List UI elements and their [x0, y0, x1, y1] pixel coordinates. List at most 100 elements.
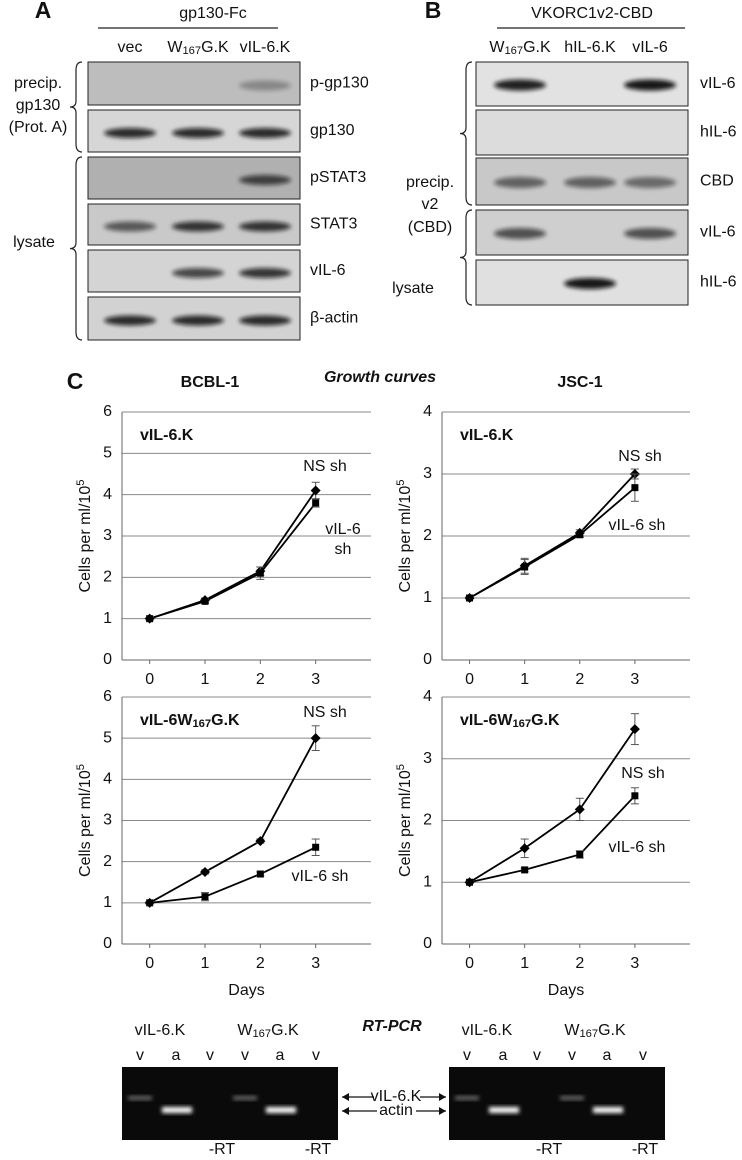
- y-tick-label: 2: [103, 853, 112, 870]
- point: [146, 615, 154, 623]
- point: [521, 563, 529, 571]
- column-title: BCBL-1: [181, 374, 240, 391]
- blot-band: [239, 175, 291, 185]
- gel-group-label: vIL-6.K: [462, 1022, 513, 1039]
- blot-band: [172, 315, 224, 326]
- gel-lane-label: v: [533, 1047, 541, 1064]
- rtpcr-title: RT-PCR: [362, 1018, 422, 1035]
- y-tick-label: 2: [103, 569, 112, 586]
- x-tick-label: 2: [256, 671, 265, 688]
- blot-label: p-gp130: [310, 75, 369, 92]
- point: [574, 804, 585, 815]
- lane-label-part: W: [489, 39, 505, 56]
- brace: [459, 61, 473, 206]
- series-line: [149, 737, 317, 904]
- series-label: NS sh: [618, 448, 662, 465]
- lane-label-part: G.K: [201, 39, 229, 56]
- point: [310, 485, 321, 496]
- y-tick-label: 2: [423, 527, 432, 544]
- lane-label-sub: 167: [504, 45, 523, 57]
- point: [521, 866, 529, 874]
- lane-label-part: G.K: [523, 39, 551, 56]
- y-tick-label: 4: [423, 688, 432, 705]
- y-axis-label-sup: 5: [75, 764, 87, 770]
- band-label: actin: [379, 1102, 413, 1119]
- series-label: NS sh: [303, 458, 347, 475]
- brace: [69, 61, 83, 153]
- point: [146, 899, 154, 907]
- blot-label: hIL-6: [700, 274, 737, 291]
- x-tick-label: 1: [520, 671, 529, 688]
- series-label: sh: [335, 541, 352, 558]
- y-axis-label: Cells per ml/105: [395, 764, 414, 877]
- column-title: JSC-1: [557, 374, 602, 391]
- gel-group-label-sub: 167: [252, 1028, 271, 1040]
- group-side-label: lysate: [392, 280, 434, 297]
- blot-band: [104, 221, 156, 232]
- blot-band: [239, 128, 291, 138]
- blot-band: [624, 177, 676, 188]
- group-side-label: (Prot. A): [9, 119, 68, 136]
- gel-band: [593, 1107, 623, 1113]
- point: [201, 893, 209, 901]
- point: [312, 843, 320, 851]
- blot-label: gp130: [310, 122, 355, 139]
- chart-label: vIL-6.K: [460, 427, 514, 444]
- point: [466, 878, 474, 886]
- blot-label: pSTAT3: [310, 169, 366, 186]
- blot-label: vIL-6: [700, 224, 736, 241]
- gel-lane-label: v: [639, 1047, 647, 1064]
- point: [631, 792, 639, 800]
- x-tick-label: 0: [145, 671, 154, 688]
- gel-lane-label: a: [499, 1047, 508, 1064]
- lane-label: hIL-6.K: [564, 39, 616, 56]
- series-label: NS sh: [621, 765, 665, 782]
- blot-band: [494, 228, 546, 239]
- panel-letter: B: [425, 0, 442, 23]
- chart-label-part: G.K: [531, 712, 560, 729]
- gel-lane-label: a: [172, 1047, 181, 1064]
- y-tick-label: 4: [103, 771, 112, 788]
- gel-band: [128, 1096, 152, 1100]
- x-tick-label: 3: [311, 671, 320, 688]
- blot-band: [104, 128, 156, 138]
- blot-label: vIL-6: [700, 75, 736, 92]
- chart-label-sub: 167: [512, 718, 531, 730]
- y-tick-label: 0: [103, 935, 112, 952]
- y-tick-label: 6: [103, 403, 112, 420]
- blot-band: [172, 268, 224, 278]
- blot-label: β-actin: [310, 310, 358, 327]
- series-label: vIL-6 sh: [292, 868, 349, 885]
- y-tick-label: 5: [103, 729, 112, 746]
- x-tick-label: 3: [630, 955, 639, 972]
- y-axis-label-part: Cells per ml/10: [397, 486, 414, 593]
- x-tick-label: 1: [201, 671, 210, 688]
- x-axis-label: Days: [548, 982, 584, 999]
- y-axis-label: Cells per ml/105: [75, 480, 94, 593]
- y-tick-label: 6: [103, 688, 112, 705]
- gel-lane-label: a: [603, 1047, 612, 1064]
- blot-band: [564, 278, 616, 289]
- x-tick-label: 0: [465, 671, 474, 688]
- chart-label-part: vIL-6W: [140, 712, 193, 729]
- gel: [449, 1067, 665, 1140]
- x-axis-label: Days: [228, 982, 264, 999]
- gel-group-label-part: W: [237, 1022, 253, 1039]
- y-axis-label-part: Cells per ml/10: [397, 770, 414, 877]
- chart-label-sub: 167: [192, 718, 211, 730]
- arrowhead: [439, 1107, 446, 1115]
- y-axis-label-sup: 5: [75, 480, 87, 486]
- lane-label: W167G.K: [167, 39, 229, 57]
- gel-lane-label: v: [241, 1047, 249, 1064]
- blot-band: [239, 221, 291, 232]
- point: [310, 733, 321, 744]
- blot-band: [494, 177, 546, 188]
- y-tick-label: 1: [103, 610, 112, 627]
- y-tick-label: 0: [423, 935, 432, 952]
- chart-label-part: vIL-6W: [460, 712, 513, 729]
- x-tick-label: 1: [520, 955, 529, 972]
- gel-group-label-part: G.K: [271, 1022, 299, 1039]
- point: [201, 597, 209, 605]
- y-tick-label: 3: [423, 465, 432, 482]
- gel-lane-label: v: [136, 1047, 144, 1064]
